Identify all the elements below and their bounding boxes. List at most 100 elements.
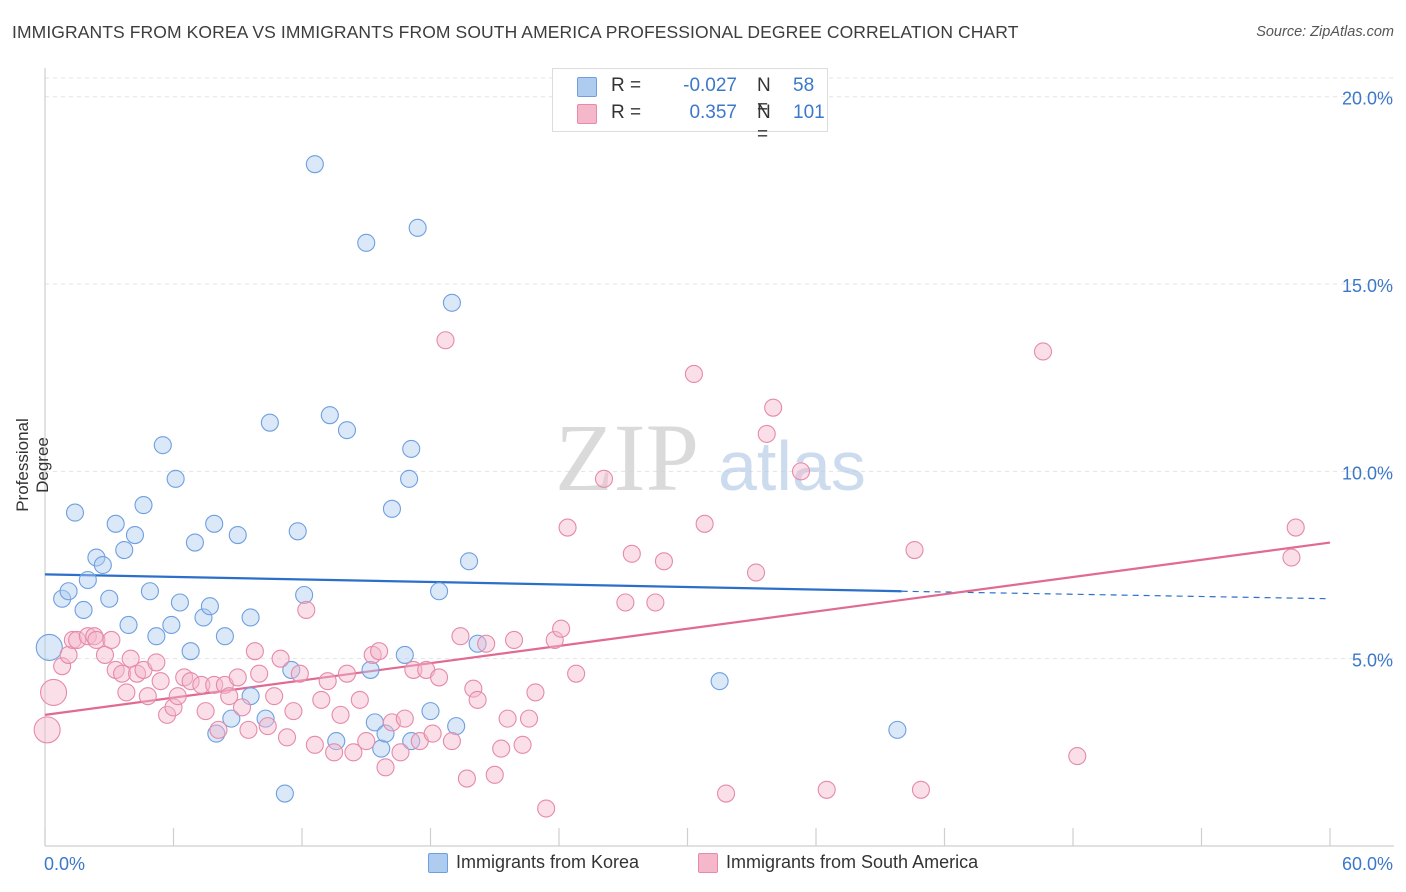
korea-point — [153, 436, 172, 455]
south-america-point — [245, 642, 264, 661]
legend-swatch-south-america — [698, 853, 718, 873]
south-america-point — [232, 698, 252, 717]
legend-r-label: R = — [611, 75, 642, 96]
south-america-point — [911, 780, 930, 799]
south-america-point — [622, 544, 641, 563]
south-america-point — [1068, 747, 1087, 766]
south-america-point — [430, 668, 449, 687]
south-america-point — [513, 735, 532, 754]
south-america-point — [250, 664, 269, 683]
watermark: ZIP atlas — [555, 404, 866, 511]
south-america-point — [485, 765, 504, 784]
south-america-point — [477, 634, 496, 653]
south-america-point — [337, 664, 357, 683]
south-america-trend-line — [44, 541, 1331, 716]
south-america-point — [325, 743, 344, 762]
south-america-point — [305, 735, 324, 754]
korea-point — [395, 645, 414, 664]
south-america-point — [492, 739, 511, 758]
south-america-point — [436, 331, 455, 350]
chart-source: Source: ZipAtlas.com — [1256, 24, 1394, 40]
legend-n-label: N = — [757, 102, 771, 145]
south-america-point — [78, 627, 97, 646]
south-america-point — [239, 720, 258, 739]
legend-swatch-korea — [577, 77, 597, 97]
south-america-point — [757, 424, 776, 443]
south-america-point — [117, 683, 136, 702]
south-america-point — [498, 709, 517, 728]
korea-point — [327, 732, 346, 751]
south-america-point — [63, 630, 82, 650]
y-tick-label: 10.0% — [1342, 463, 1393, 483]
korea-point — [256, 709, 275, 728]
legend-r-value: 0.357 — [689, 102, 737, 123]
south-america-point — [545, 630, 564, 650]
korea-point — [305, 155, 324, 174]
korea-point — [320, 406, 339, 425]
south-america-point — [350, 690, 369, 709]
korea-point — [421, 702, 440, 721]
korea-point — [241, 608, 260, 627]
korea-point — [382, 499, 402, 518]
y-tick-label: 15.0% — [1342, 276, 1393, 296]
chart-title: IMMIGRANTS FROM KOREA VS IMMIGRANTS FROM… — [12, 22, 1019, 42]
south-america-point — [616, 593, 635, 612]
south-america-point — [331, 705, 350, 724]
south-america-point — [95, 645, 115, 664]
south-america-point — [138, 687, 157, 706]
korea-point — [125, 526, 144, 545]
korea-point — [222, 709, 241, 728]
korea-point — [205, 514, 224, 533]
south-america-point — [423, 724, 442, 743]
korea-point — [200, 597, 219, 616]
korea-point — [100, 589, 119, 608]
data-points — [33, 155, 1305, 818]
south-america-point — [181, 672, 200, 691]
korea-point — [888, 720, 907, 739]
south-america-point — [53, 657, 72, 676]
legend-n-label: N = — [757, 75, 771, 118]
korea-point — [65, 503, 85, 522]
korea-point — [106, 514, 125, 533]
south-america-point — [684, 364, 703, 384]
south-america-point — [290, 664, 309, 683]
south-america-point — [102, 630, 121, 650]
south-america-point — [404, 660, 423, 679]
south-america-point — [192, 675, 211, 694]
south-america-point — [357, 732, 376, 751]
south-america-point — [376, 758, 395, 777]
korea-point — [134, 496, 153, 515]
south-america-point — [168, 687, 187, 706]
trend-lines — [44, 541, 1331, 716]
x-tick-label: 60.0% — [1342, 854, 1393, 874]
y-axis-label: Professional Degree — [13, 418, 52, 512]
korea-point — [162, 615, 181, 635]
korea-point — [361, 660, 380, 679]
south-america-point — [68, 630, 87, 650]
korea-point — [119, 615, 138, 635]
south-america-point — [504, 630, 524, 650]
korea-point — [260, 413, 279, 432]
korea-point — [59, 582, 78, 601]
watermark-atlas: atlas — [718, 427, 866, 505]
korea-point — [185, 533, 204, 552]
south-america-point — [40, 678, 68, 706]
south-america-point — [646, 593, 665, 612]
south-america-point — [746, 563, 766, 582]
south-america-point — [297, 600, 316, 620]
axes — [44, 68, 1394, 847]
south-america-point — [370, 642, 389, 661]
legend-swatch-south-america — [577, 104, 597, 124]
south-america-point — [121, 649, 140, 668]
korea-point — [87, 548, 106, 567]
korea-point — [170, 593, 189, 612]
korea-point — [357, 233, 376, 252]
legend-label-korea: Immigrants from Korea — [456, 852, 640, 872]
south-america-point — [164, 698, 183, 717]
south-america-point — [312, 690, 331, 709]
south-america-point — [87, 630, 106, 650]
legend-n-value: 101 — [793, 102, 825, 123]
grid — [45, 77, 1394, 660]
korea-point — [408, 218, 427, 237]
